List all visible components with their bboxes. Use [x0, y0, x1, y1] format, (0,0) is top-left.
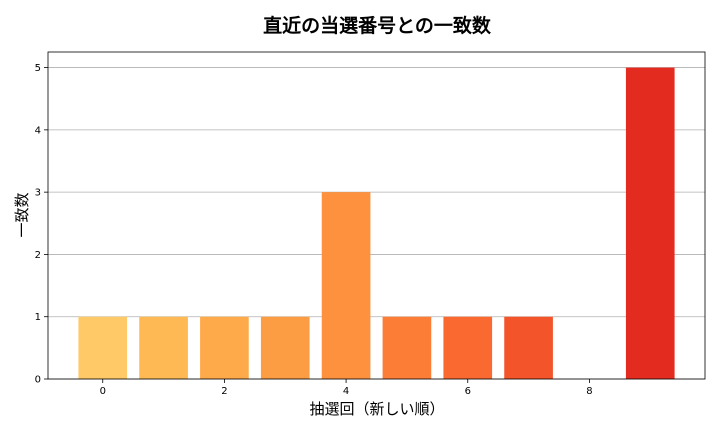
y-tick-label: 4 — [35, 125, 41, 136]
bars — [78, 67, 675, 380]
x-tick-label: 0 — [100, 386, 106, 397]
x-tick-label: 2 — [221, 386, 227, 397]
y-tick-label: 0 — [35, 375, 41, 386]
x-tick-label: 6 — [465, 386, 471, 397]
plot-frame — [47, 51, 706, 380]
y-tick-label: 5 — [35, 63, 41, 74]
bar-5 — [382, 316, 432, 379]
bar-6 — [443, 316, 493, 379]
axis-ticks: 0 1 2 3 4 5 0 2 4 6 8 — [35, 63, 593, 397]
x-tick-label: 4 — [343, 386, 349, 397]
chart-title: 直近の当選番号との一致数 — [263, 14, 492, 37]
y-tick-label: 2 — [35, 250, 41, 261]
x-axis-label: 抽選回（新しい順） — [309, 400, 444, 418]
bar-7 — [504, 316, 553, 379]
bar-2 — [200, 316, 249, 379]
y-tick-label: 1 — [35, 312, 41, 323]
bar-1 — [139, 316, 188, 379]
y-tick-label: 3 — [35, 188, 41, 199]
bar-9 — [625, 67, 675, 380]
y-axis-label: 一致数 — [13, 192, 31, 237]
bar-4 — [321, 192, 371, 379]
bar-3 — [260, 316, 310, 379]
bar-0 — [78, 316, 128, 379]
x-tick-label: 8 — [586, 386, 592, 397]
